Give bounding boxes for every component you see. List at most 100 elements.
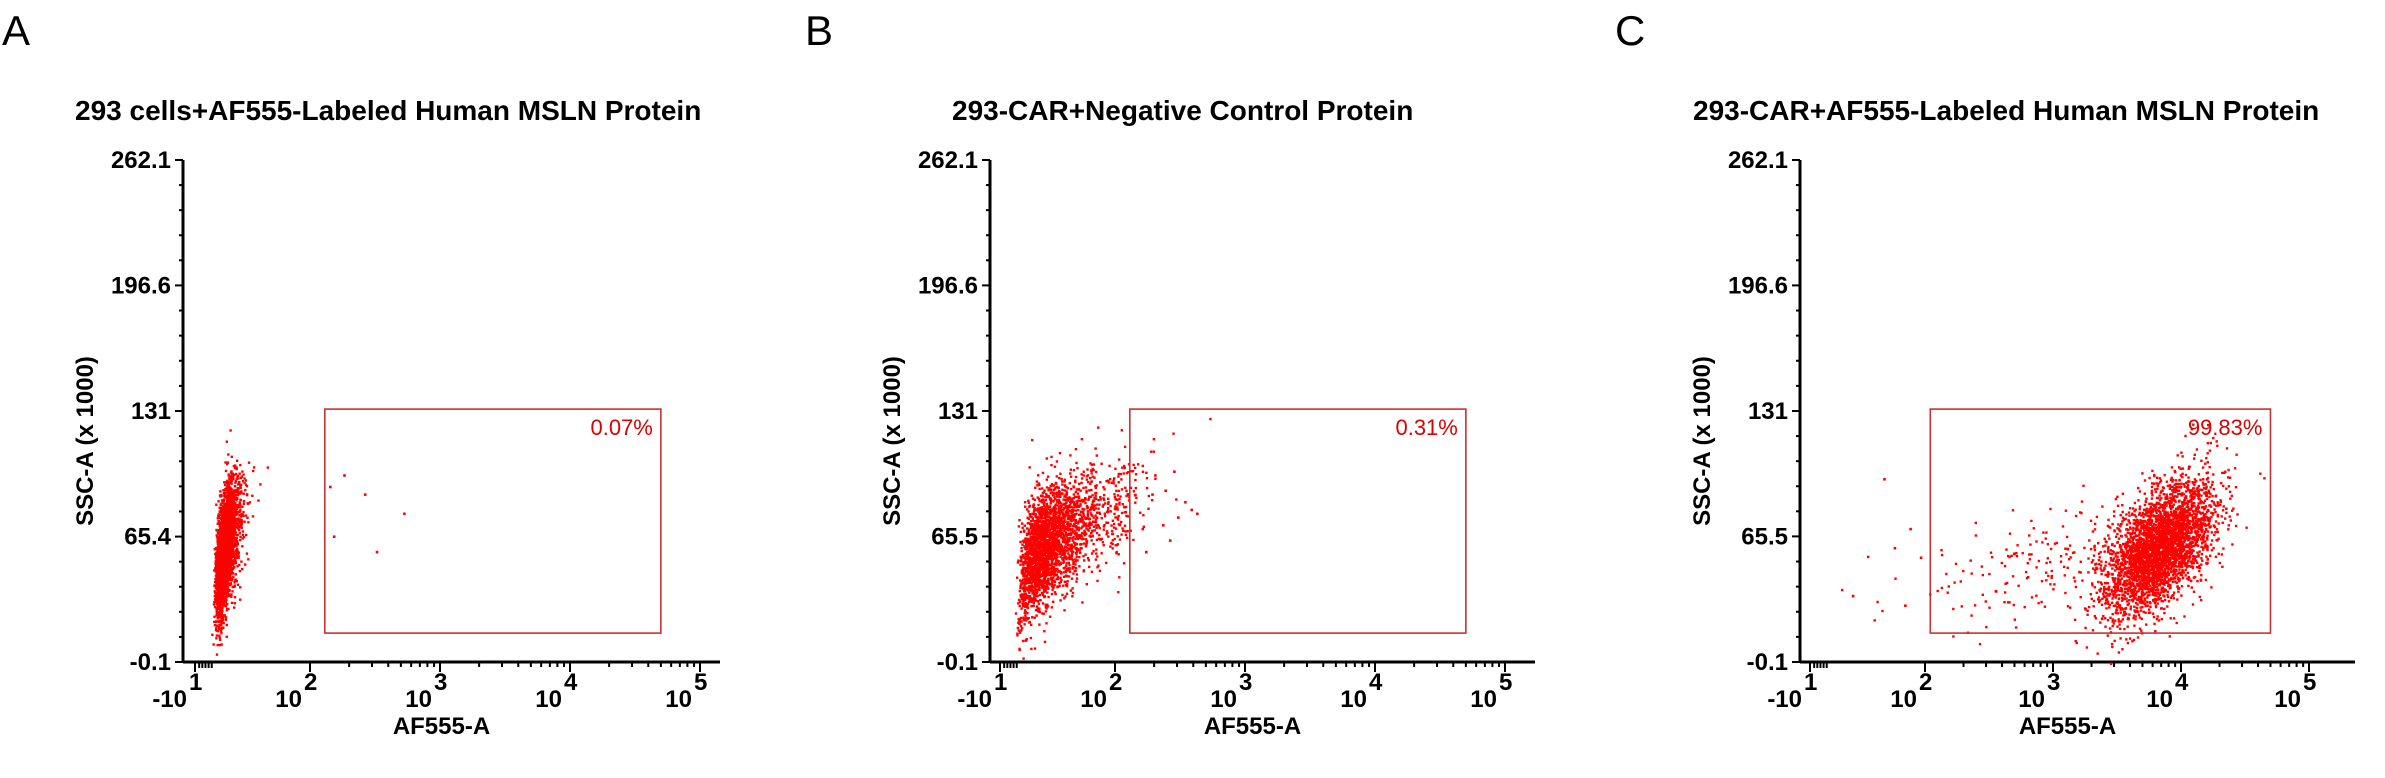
- scatter-point: [219, 547, 222, 550]
- scatter-point: [1039, 574, 1042, 577]
- scatter-point: [240, 522, 243, 526]
- scatter-point: [218, 625, 221, 629]
- scatter-point: [1065, 549, 1068, 552]
- scatter-point: [225, 509, 228, 512]
- scatter-point: [1074, 475, 1078, 479]
- scatter-point: [1065, 486, 1068, 489]
- scatter-point: [222, 579, 225, 582]
- scatter-point: [1122, 472, 1125, 475]
- scatter-point: [1116, 494, 1120, 497]
- scatter-point: [235, 580, 238, 583]
- scatter-point: [237, 551, 240, 554]
- scatter-point: [234, 573, 238, 576]
- scatter-point: [1068, 504, 1071, 507]
- scatter-point: [1079, 547, 1083, 550]
- scatter-point: [1084, 545, 1088, 548]
- scatter-point: [1063, 518, 1066, 521]
- scatter-point: [230, 492, 233, 495]
- scatter-point: [232, 514, 235, 518]
- scatter-point: [1040, 501, 1044, 504]
- scatter-point: [1023, 596, 1026, 599]
- scatter-point: [224, 487, 227, 491]
- scatter-point: [1052, 567, 1056, 571]
- scatter-point: [1092, 516, 1095, 519]
- scatter-point: [236, 583, 240, 586]
- scatter-point: [215, 626, 218, 630]
- scatter-point: [229, 505, 233, 508]
- scatter-point: [231, 572, 234, 575]
- scatter-point: [226, 487, 230, 491]
- scatter-point: [1033, 573, 1036, 576]
- scatter-point: [237, 529, 241, 532]
- scatter-point: [225, 635, 228, 638]
- scatter-point: [1080, 535, 1084, 538]
- scatter-point: [1044, 495, 1047, 499]
- scatter-point: [232, 534, 235, 537]
- scatter-point: [1020, 597, 1024, 601]
- scatter-point: [225, 541, 228, 544]
- scatter-point: [1068, 497, 1071, 500]
- scatter-point: [1017, 525, 1021, 528]
- scatter-point: [1044, 498, 1047, 502]
- scatter-point: [1035, 480, 1039, 483]
- scatter-point: [1045, 486, 1049, 489]
- scatter-point: [1030, 562, 1033, 566]
- scatter-point: [1071, 537, 1074, 540]
- scatter-point: [1060, 518, 1063, 522]
- scatter-point: [227, 500, 230, 504]
- scatter-point: [1125, 489, 1128, 493]
- scatter-point: [234, 524, 237, 528]
- scatter-point: [224, 502, 228, 505]
- scatter-point: [1046, 579, 1050, 582]
- scatter-point: [1049, 502, 1052, 505]
- scatter-point: [1062, 567, 1065, 570]
- scatter-point: [1044, 581, 1048, 584]
- scatter-point: [227, 555, 230, 559]
- scatter-point: [242, 502, 246, 505]
- scatter-point: [1076, 535, 1079, 538]
- scatter-point: [221, 511, 225, 514]
- scatter-point: [216, 561, 219, 565]
- scatter-point: [228, 534, 231, 537]
- scatter-point: [221, 528, 224, 531]
- scatter-point: [227, 571, 230, 574]
- scatter-point: [1064, 595, 1067, 598]
- scatter-point: [1075, 552, 1078, 556]
- scatter-point: [1054, 498, 1057, 501]
- scatter-point: [1053, 591, 1057, 594]
- scatter-point: [1050, 531, 1053, 534]
- scatter-point: [1089, 477, 1092, 480]
- scatter-point: [1036, 561, 1039, 565]
- scatter-point: [231, 548, 235, 551]
- scatter-point: [220, 617, 223, 621]
- x-tick-label: 10: [1470, 686, 1497, 713]
- scatter-point: [1034, 584, 1038, 587]
- scatter-point: [1055, 541, 1058, 544]
- scatter-point: [226, 502, 229, 506]
- scatter-point: [1070, 508, 1074, 512]
- scatter-point: [221, 554, 224, 557]
- scatter-point: [1110, 541, 1113, 545]
- scatter-point: [230, 593, 233, 596]
- scatter-point: [1035, 547, 1038, 550]
- scatter-point: [244, 489, 247, 492]
- scatter-point: [215, 534, 218, 537]
- scatter-point: [217, 544, 220, 547]
- scatter-point: [1020, 580, 1023, 583]
- scatter-point: [1018, 620, 1021, 623]
- scatter-point: [1064, 528, 1068, 531]
- scatter-point: [1120, 533, 1123, 536]
- scatter-point: [1028, 466, 1031, 469]
- scatter-point: [1043, 595, 1046, 599]
- scatter-point: [1094, 514, 1097, 517]
- scatter-point: [1035, 579, 1038, 582]
- scatter-point: [232, 489, 236, 492]
- scatter-point: [237, 504, 240, 507]
- scatter-point: [1023, 501, 1027, 504]
- scatter-point: [224, 511, 227, 515]
- scatter-point: [229, 567, 232, 571]
- scatter-point: [1059, 506, 1063, 509]
- scatter-point: [236, 493, 240, 497]
- scatter-point: [1031, 438, 1034, 442]
- scatter-point: [1040, 527, 1043, 531]
